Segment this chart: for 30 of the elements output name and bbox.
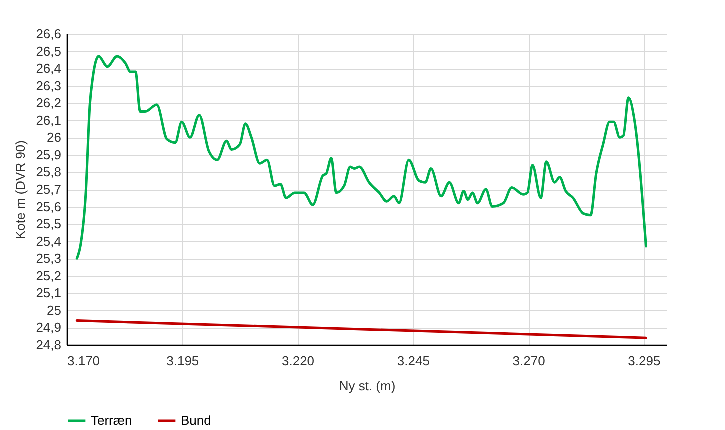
x-tick-label: 3.245 <box>397 354 430 368</box>
y-tick-label: 26,3 <box>36 78 62 94</box>
y-axis-title: Kote m (DVR 90) <box>13 140 28 240</box>
y-tick-label: 25,2 <box>36 268 62 284</box>
y-tick-label: 25 <box>47 302 62 318</box>
y-tick-label: 26 <box>47 130 62 146</box>
y-tick-label: 25,4 <box>36 234 62 249</box>
y-tick-label: 26,1 <box>36 112 62 128</box>
y-tick-label: 24,8 <box>36 338 62 352</box>
y-tick-label: 25,9 <box>36 147 62 162</box>
x-tick-label: 3.270 <box>512 354 546 368</box>
y-tick-label: 24,9 <box>36 320 62 336</box>
legend-label: Bund <box>181 413 212 428</box>
y-tick-label: 26,4 <box>36 61 62 76</box>
x-tick-label: 3.220 <box>282 354 315 368</box>
y-tick-label: 25,3 <box>36 251 62 266</box>
legend-label: Terræn <box>91 413 132 428</box>
y-tick-label: 25,8 <box>36 164 62 180</box>
y-tick-label: 25,7 <box>36 182 62 197</box>
y-tick-label: 26,6 <box>36 26 62 42</box>
y-tick-label: 26,5 <box>36 44 62 59</box>
x-tick-label: 3.195 <box>166 354 200 368</box>
y-tick-label: 25,5 <box>36 216 62 232</box>
line-series <box>76 55 648 260</box>
x-tick-label: 3.170 <box>68 354 100 368</box>
x-tick-label: 3.295 <box>628 354 661 368</box>
x-axis-title: Ny st. (m) <box>339 378 396 394</box>
y-tick-label: 25,6 <box>36 199 62 214</box>
y-tick-label: 26,2 <box>36 96 62 111</box>
y-tick-label: 25,1 <box>36 286 62 301</box>
